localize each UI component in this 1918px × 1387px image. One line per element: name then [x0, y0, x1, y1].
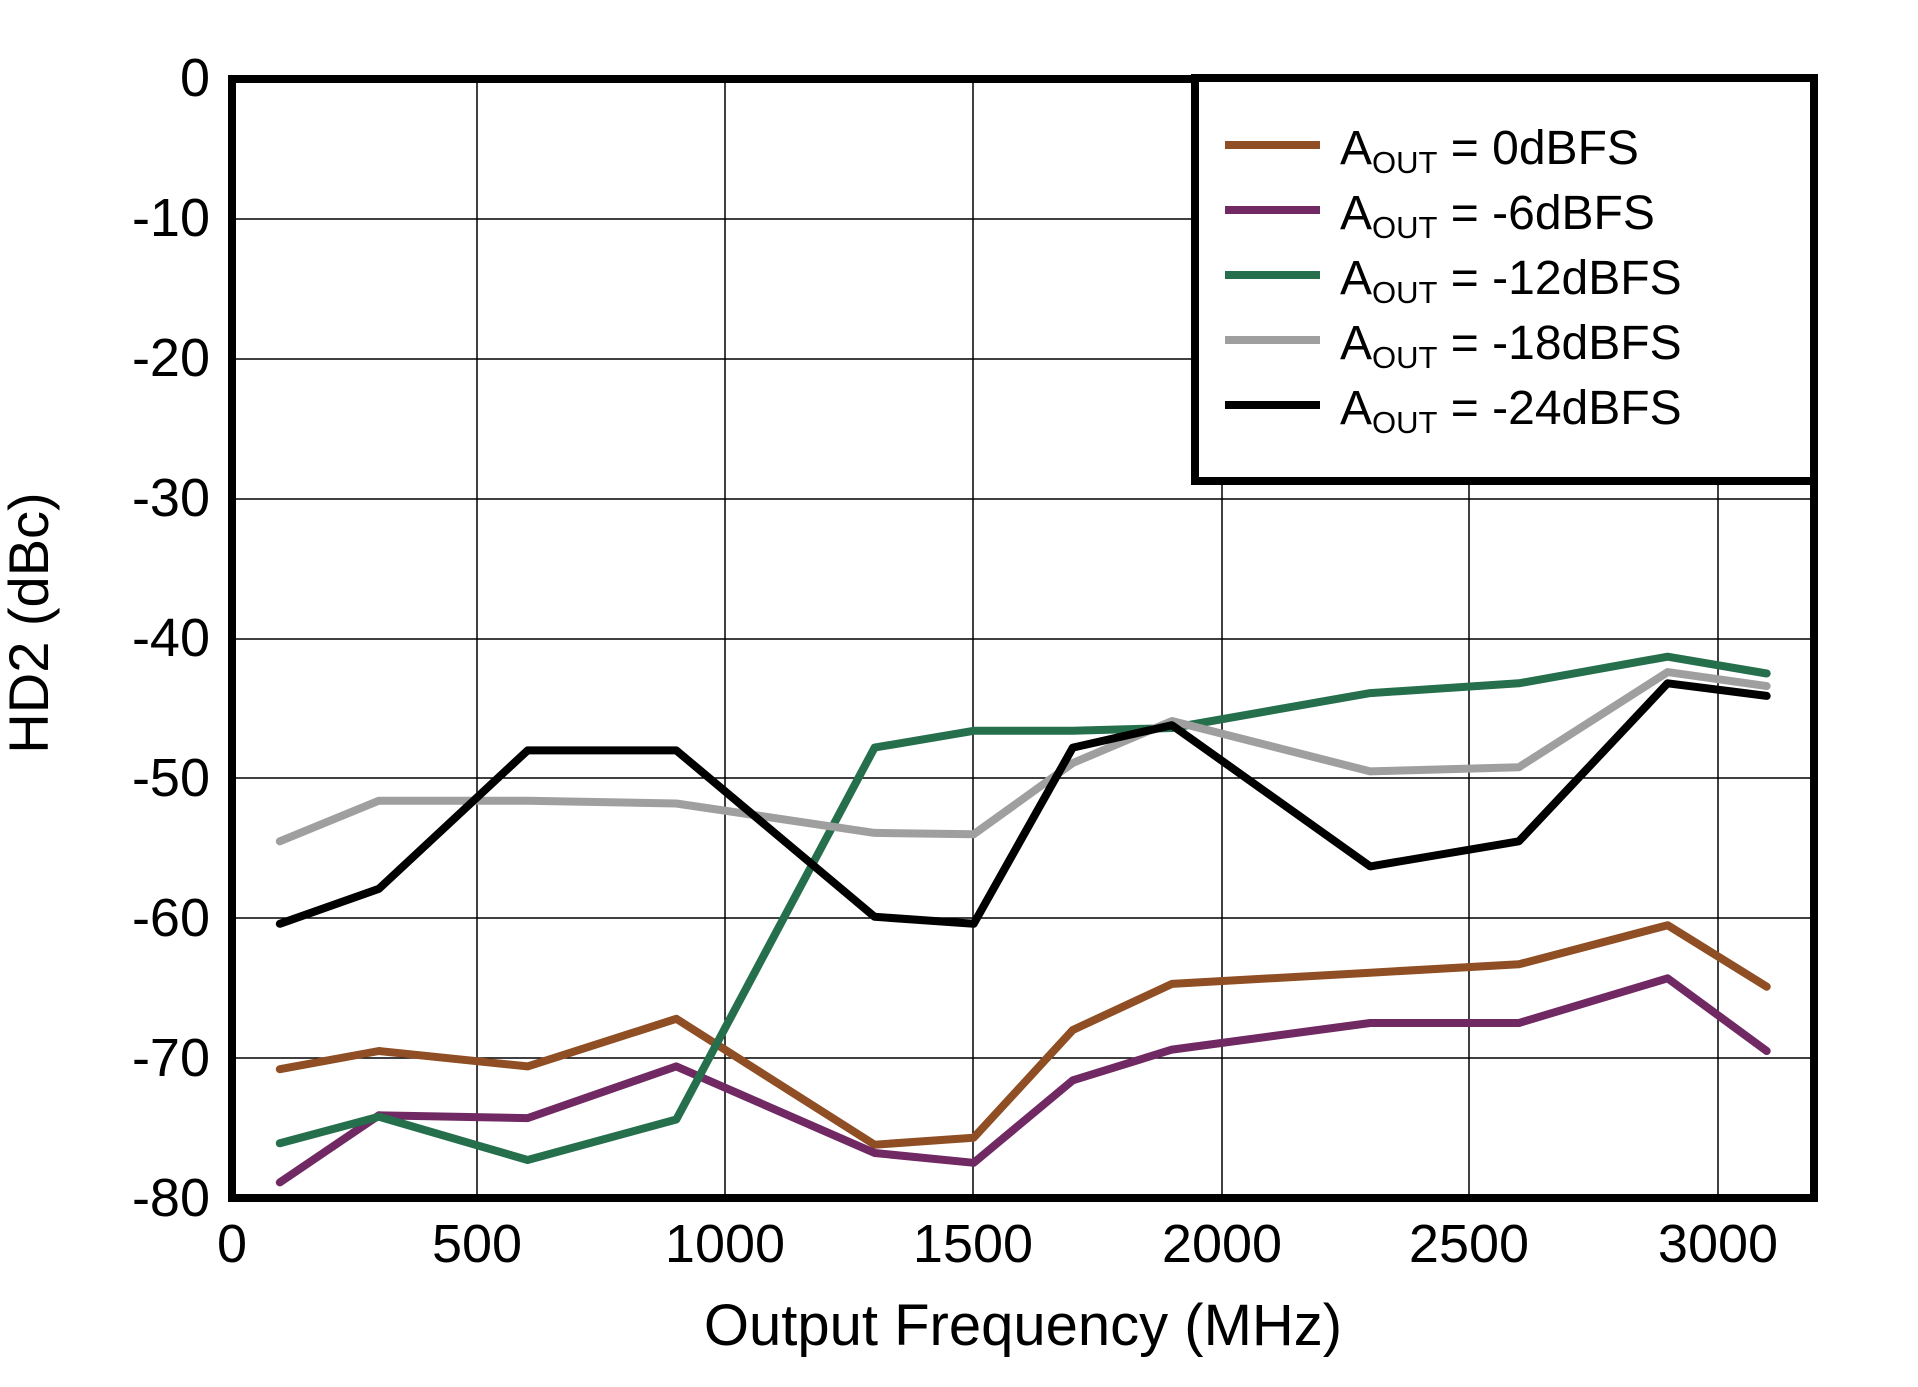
- svg-text:0: 0: [217, 1214, 247, 1274]
- svg-text:1000: 1000: [665, 1214, 785, 1274]
- svg-text:HD2 (dBc): HD2 (dBc): [0, 492, 60, 753]
- svg-text:-50: -50: [132, 748, 210, 808]
- svg-text:500: 500: [432, 1214, 522, 1274]
- svg-text:-60: -60: [132, 888, 210, 948]
- svg-text:-70: -70: [132, 1028, 210, 1088]
- svg-text:-10: -10: [132, 188, 210, 248]
- svg-text:-80: -80: [132, 1168, 210, 1228]
- svg-text:2000: 2000: [1162, 1214, 1282, 1274]
- svg-text:2500: 2500: [1409, 1214, 1529, 1274]
- svg-text:-30: -30: [132, 468, 210, 528]
- svg-text:-40: -40: [132, 608, 210, 668]
- svg-text:1500: 1500: [913, 1214, 1033, 1274]
- svg-text:0: 0: [180, 48, 210, 108]
- svg-text:-20: -20: [132, 328, 210, 388]
- svg-text:Output Frequency (MHz): Output Frequency (MHz): [704, 1293, 1342, 1358]
- svg-text:3000: 3000: [1658, 1214, 1778, 1274]
